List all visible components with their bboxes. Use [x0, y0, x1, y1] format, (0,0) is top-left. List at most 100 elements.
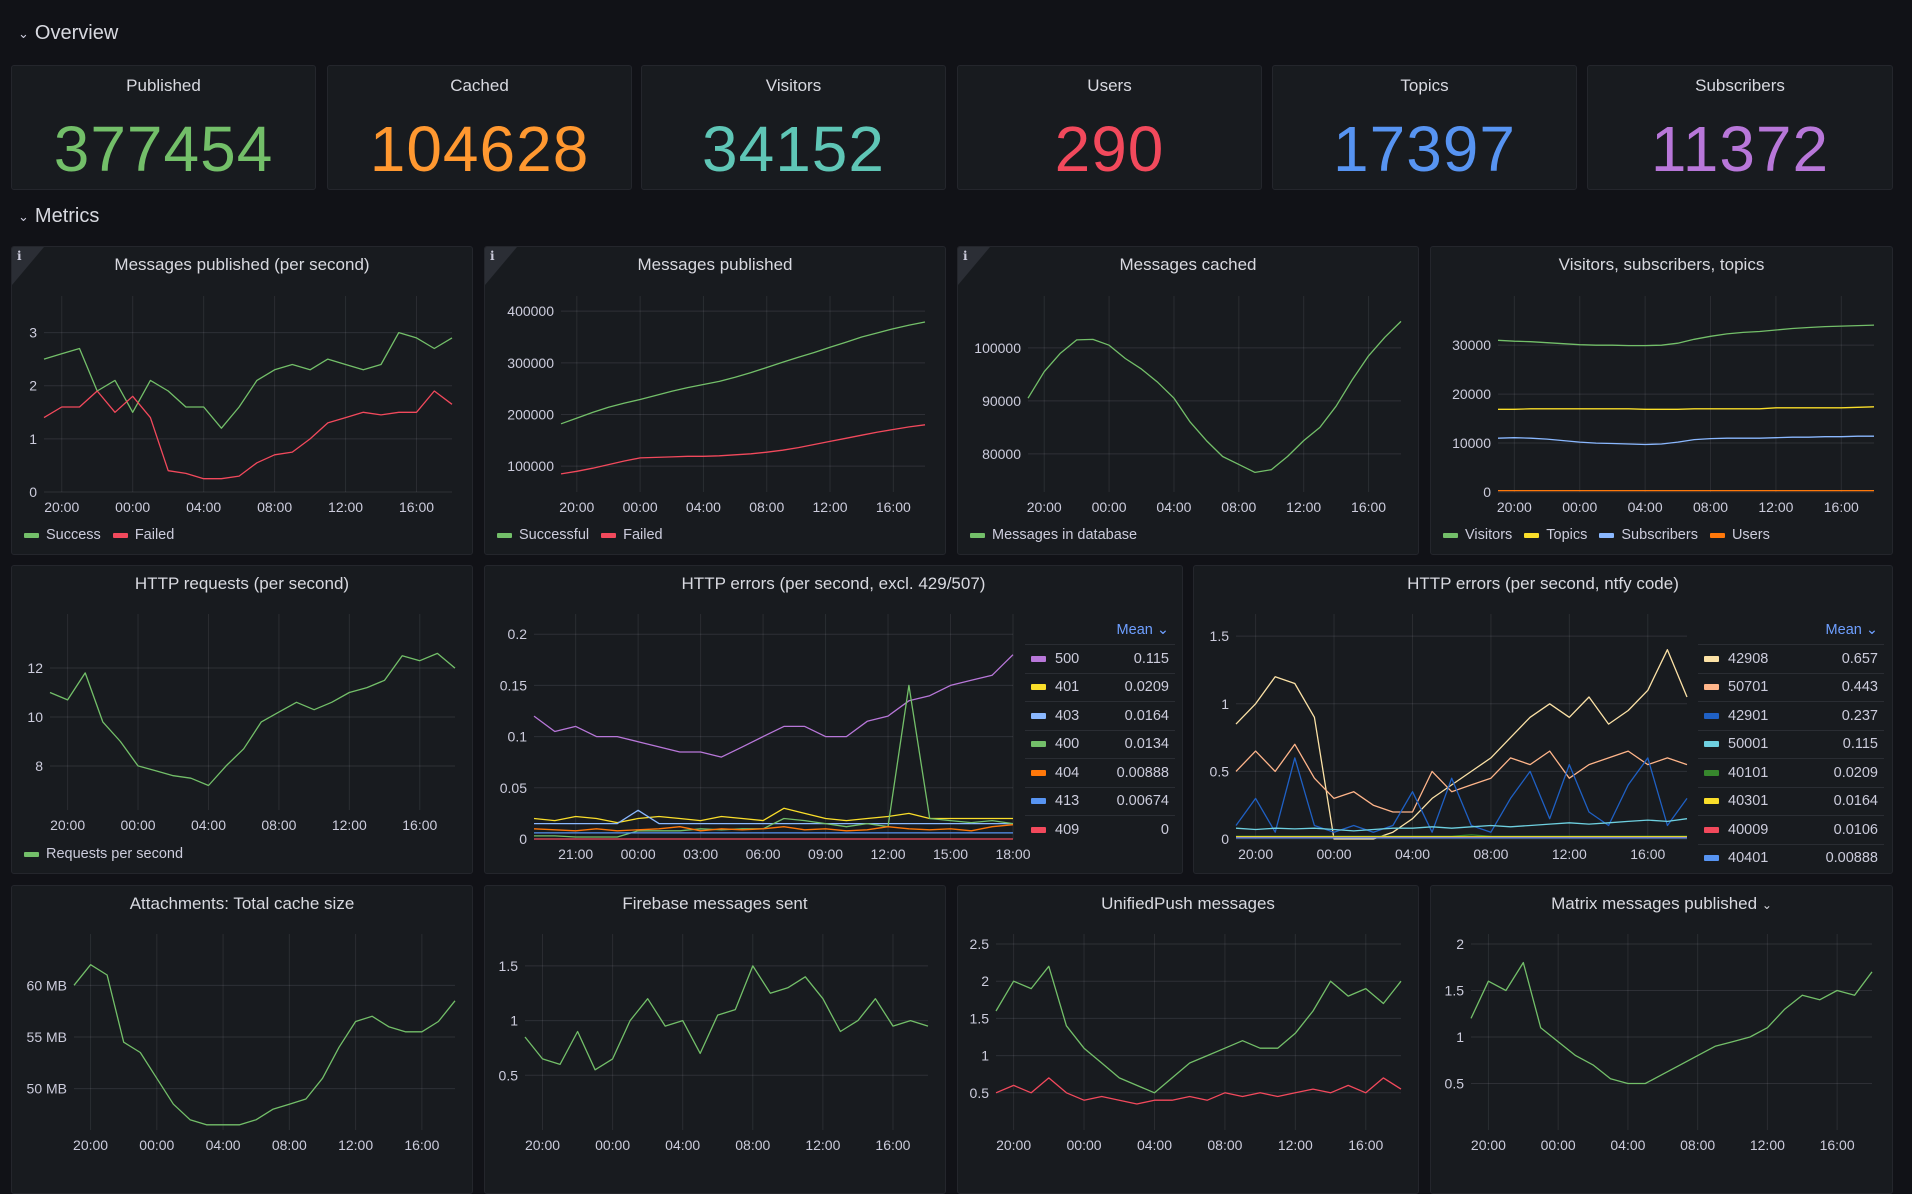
panel-title[interactable]: Messages cached: [1119, 255, 1257, 274]
chart-plot[interactable]: 0 0.05 0.1 0.15 0.2 21:00 00:00 03:00 06:00 09:00…: [485, 566, 1182, 873]
legend-sort-mean[interactable]: Mean ⌄: [1825, 622, 1878, 638]
legend-item-success[interactable]: Success: [24, 527, 101, 543]
legend-row-40301[interactable]: 40301 0.0164: [1698, 786, 1884, 816]
chart-plot[interactable]: 0 1 2 3 20:00 00:00 04:00 08:00 12:00 16:00: [12, 247, 472, 554]
chevron-down-icon: ⌄: [18, 208, 29, 224]
stat-title: Topics: [1400, 76, 1449, 95]
stat-cached[interactable]: Cached 104628: [327, 65, 632, 190]
panel-title[interactable]: Messages published (per second): [114, 255, 370, 274]
legend-label: 413: [1055, 793, 1080, 810]
y-tick-label: 10: [27, 709, 43, 725]
legend-swatch: [1031, 655, 1046, 662]
legend-label: 401: [1055, 679, 1080, 696]
chart-legend: Messages in database: [970, 527, 1137, 543]
x-tick-label: 12:00: [332, 817, 367, 833]
panel-title[interactable]: Firebase messages sent: [622, 894, 808, 913]
row-header-metrics[interactable]: ⌄ Metrics: [18, 205, 99, 228]
legend-row-400[interactable]: 400 0.0134: [1025, 729, 1175, 759]
legend-row-42908[interactable]: 42908 0.657: [1698, 644, 1884, 673]
info-icon[interactable]: i: [12, 247, 44, 285]
y-tick-label: 0: [1221, 831, 1229, 847]
legend-item-topics[interactable]: Topics: [1524, 527, 1587, 543]
chevron-down-icon[interactable]: ⌄: [1761, 898, 1772, 912]
y-tick-label: 0: [519, 831, 527, 847]
y-tick-label: 55 MB: [27, 1029, 67, 1045]
panel-attachments-cache-size: Attachments: Total cache size 50 MB 55 MB…: [11, 885, 473, 1194]
info-icon[interactable]: i: [958, 247, 990, 285]
panel-title[interactable]: Matrix messages published ⌄: [1431, 894, 1892, 914]
legend-row-500[interactable]: 500 0.115: [1025, 644, 1175, 673]
stat-published[interactable]: Published 377454: [11, 65, 316, 190]
legend-row-40401[interactable]: 40401 0.00888: [1698, 843, 1884, 873]
series-line-messages-in-database: [1027, 320, 1402, 474]
y-tick-label: 0.1: [508, 729, 528, 745]
legend-row-404[interactable]: 404 0.00888: [1025, 758, 1175, 787]
stat-value: 104628: [369, 113, 590, 185]
x-tick-label: 08:00: [749, 499, 784, 515]
panel-title[interactable]: UnifiedPush messages: [1101, 894, 1275, 913]
stat-subscribers[interactable]: Subscribers 11372: [1587, 65, 1893, 190]
row-header-overview[interactable]: ⌄ Overview: [18, 22, 118, 45]
legend-sort-mean[interactable]: Mean ⌄: [1116, 622, 1169, 638]
x-tick-label: 00:00: [1317, 846, 1352, 862]
legend-row-403[interactable]: 403 0.0164: [1025, 701, 1175, 730]
legend-row-401[interactable]: 401 0.0209: [1025, 672, 1175, 702]
legend-row-40101[interactable]: 40101 0.0209: [1698, 758, 1884, 787]
panel-title[interactable]: HTTP errors (per second, ntfy code): [1407, 574, 1679, 593]
x-tick-label: 04:00: [1156, 499, 1191, 515]
panel-title[interactable]: HTTP requests (per second): [134, 574, 350, 593]
legend-row-42901[interactable]: 42901 0.237: [1698, 701, 1884, 730]
legend-row-409[interactable]: 409 0: [1025, 815, 1175, 844]
legend-row-40009[interactable]: 40009 0.0106: [1698, 815, 1884, 844]
stat-value: 17397: [1333, 113, 1516, 185]
x-tick-label: 16:00: [1820, 1137, 1855, 1153]
legend-item-visitors[interactable]: Visitors: [1443, 527, 1512, 543]
legend-label: Success: [46, 527, 101, 543]
x-tick-label: 00:00: [1541, 1137, 1576, 1153]
panel-title[interactable]: HTTP errors (per second, excl. 429/507): [681, 574, 986, 593]
legend-item-requests-per-second[interactable]: Requests per second: [24, 846, 183, 862]
panel-title[interactable]: Attachments: Total cache size: [129, 894, 355, 913]
stat-users[interactable]: Users 290: [957, 65, 1262, 190]
chart-plot[interactable]: 8 10 12 20:00 00:00 04:00 08:00 12:00 16:00: [12, 566, 472, 873]
legend-label: Topics: [1546, 527, 1588, 543]
chart-plot[interactable]: 0.5 1 1.5 20:00 00:00 04:00 08:00 12:00 16:00: [485, 886, 945, 1193]
panel-http-errors-excl: HTTP errors (per second, excl. 429/507) …: [484, 565, 1183, 874]
chart-plot[interactable]: 0.5 1 1.5 2 2.5 20:00 00:00 04:00 08:00 12:00 16:0…: [958, 886, 1418, 1193]
x-tick-label: 20:00: [73, 1137, 108, 1153]
y-tick-label: 50 MB: [27, 1081, 67, 1097]
legend-item-successful[interactable]: Successful: [497, 527, 589, 543]
x-tick-label: 20:00: [1497, 499, 1532, 515]
chart-plot[interactable]: 50 MB 55 MB 60 MB 20:00 00:00 04:00 08:00 12:00…: [12, 886, 472, 1193]
x-tick-label: 16:00: [399, 499, 434, 515]
legend-item-messages-in-database[interactable]: Messages in database: [970, 527, 1137, 543]
chart-plot[interactable]: 80000 90000 100000 20:00 00:00 04:00 08:00 12:0…: [958, 247, 1418, 554]
legend-item-users[interactable]: Users: [1709, 527, 1770, 543]
chart-plot[interactable]: 0 10000 20000 30000 20:00 00:00 04:00 08:00 12:0…: [1431, 247, 1892, 554]
legend-item-subscribers[interactable]: Subscribers: [1599, 527, 1698, 543]
chart-plot[interactable]: 0 0.5 1 1.5 20:00 00:00 04:00 08:00 12:00 16:00: [1194, 566, 1892, 873]
info-icon[interactable]: i: [485, 247, 517, 285]
legend-label: Subscribers: [1621, 527, 1698, 543]
x-tick-label: 12:00: [1750, 1137, 1785, 1153]
legend-item-failed[interactable]: Failed: [601, 527, 663, 543]
chart-legend: Requests per second: [24, 846, 183, 862]
legend-row-50001[interactable]: 50001 0.115: [1698, 729, 1884, 759]
legend-swatch: [24, 851, 39, 857]
legend-item-failed[interactable]: Failed: [112, 527, 174, 543]
legend-label: Successful: [519, 527, 590, 543]
legend-swatch: [1704, 741, 1719, 748]
stat-topics[interactable]: Topics 17397: [1272, 65, 1577, 190]
legend-row-413[interactable]: 413 0.00674: [1025, 786, 1175, 816]
y-tick-label: 3: [29, 325, 37, 341]
y-tick-label: 0: [1483, 484, 1491, 500]
y-tick-label: 1.5: [1445, 983, 1465, 999]
chart-plot[interactable]: 100000 200000 300000 400000 20:00 00:00 04:00 0…: [485, 247, 945, 554]
x-tick-label: 08:00: [1473, 846, 1508, 862]
series-line-series-0: [1470, 961, 1873, 1085]
legend-row-50701[interactable]: 50701 0.443: [1698, 672, 1884, 702]
panel-title[interactable]: Messages published: [637, 255, 793, 274]
stat-visitors[interactable]: Visitors 34152: [641, 65, 946, 190]
panel-title[interactable]: Visitors, subscribers, topics: [1558, 255, 1765, 274]
